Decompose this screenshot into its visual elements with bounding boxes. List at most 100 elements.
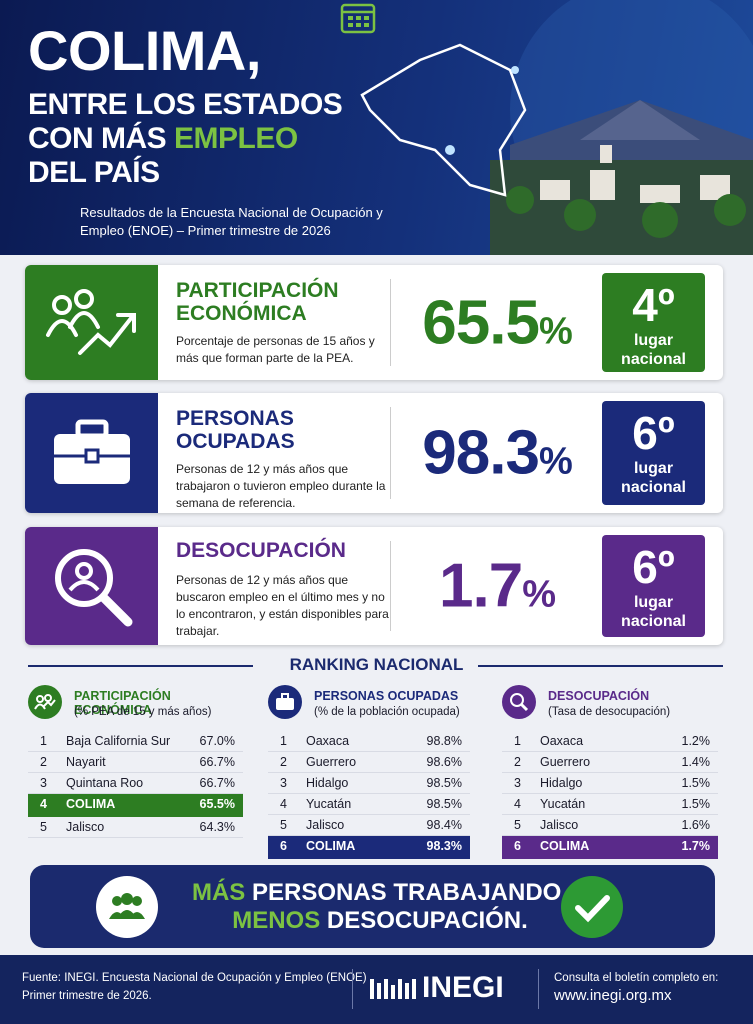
header-illustration: [360, 0, 753, 255]
banner-text-part: DESOCUPACIÓN.: [320, 907, 528, 934]
rank: 4º: [632, 279, 675, 331]
banner-text: MÁS PERSONAS TRABAJANDO, MENOS DESOCUPACI…: [180, 879, 580, 935]
unit: %: [522, 573, 556, 616]
rank: 2: [514, 755, 521, 769]
value: 98.5%: [426, 776, 462, 790]
table-title: PARTICIPACIÓN ECONÓMICA: [74, 689, 171, 717]
card-description: Personas de 12 y más años que buscaron e…: [176, 573, 389, 638]
value: 1.6%: [681, 818, 711, 832]
value: 1.7%: [681, 839, 711, 853]
rank: 1: [514, 734, 521, 748]
rank: 2: [40, 755, 47, 769]
state: Oaxaca: [540, 734, 584, 748]
rank: 6: [280, 839, 287, 853]
card-title-line: PERSONAS: [176, 407, 294, 430]
value: 64.3%: [199, 820, 235, 834]
value: 98.5%: [426, 797, 462, 811]
value: 1.7: [439, 551, 523, 621]
state: Baja California Sur: [66, 734, 171, 748]
value: 98.4%: [426, 818, 462, 832]
rank: 5: [280, 818, 287, 832]
card-title-line: PARTICIPACIÓN: [176, 279, 339, 302]
rank-box: 6º lugar nacional: [602, 535, 705, 637]
source: Fuente: INEGI. Encuesta Nacional de Ocup…: [22, 972, 367, 984]
state: Guerrero: [306, 755, 357, 769]
icon-block: [25, 393, 158, 513]
value: 1.5%: [681, 776, 711, 790]
table-header: PERSONAS OCUPADAS (% de la población ocup…: [268, 685, 470, 731]
table-subtitle: (Tasa de desocupación): [548, 706, 671, 718]
banner-text-part: PERSONAS TRABAJANDO,: [245, 879, 569, 906]
table-row: 6 COLIMA 98.3%: [268, 836, 470, 859]
state: COLIMA: [306, 839, 356, 853]
rank-label: lugar nacional: [621, 594, 686, 630]
link-label: Consulta el boletín completo en:: [554, 972, 719, 984]
table-icon: [28, 685, 62, 719]
divider: [390, 541, 391, 631]
rank: 5: [40, 820, 47, 834]
table-row: 4 Yucatán 98.5%: [268, 794, 470, 815]
rank: 4: [514, 797, 521, 811]
value: 65.5: [422, 288, 540, 357]
unit: %: [538, 440, 573, 483]
card-title: DESOCUPACIÓN: [176, 539, 346, 562]
icon-block: [25, 265, 158, 380]
value: 98.3%: [426, 839, 462, 853]
divider: [352, 969, 353, 1009]
rank: 6º: [632, 407, 675, 459]
header: COLIMA, ENTRE LOS ESTADOS CON MÁS EMPLEO…: [0, 0, 753, 255]
rank: 3: [280, 776, 287, 790]
value: 1.5%: [681, 797, 711, 811]
icon: [53, 419, 130, 484]
table-row: 4 Yucatán 1.5%: [502, 794, 718, 815]
state: Oaxaca: [306, 734, 350, 748]
state: Nayarit: [66, 755, 106, 769]
state: COLIMA: [66, 797, 116, 811]
table-row: 6 COLIMA 1.7%: [502, 836, 718, 859]
logo-mark: [370, 979, 416, 999]
table-header: DESOCUPACIÓN (Tasa de desocupación): [502, 685, 718, 731]
indicator-card: PERSONAS OCUPADAS Personas de 12 y más año…: [25, 393, 723, 513]
card-value: 1.7%: [395, 551, 600, 622]
state: COLIMA: [540, 839, 590, 853]
table-title: DESOCUPACIÓN: [548, 689, 650, 703]
banner: MÁS PERSONAS TRABAJANDO, MENOS DESOCUPACI…: [30, 865, 715, 948]
divider: [28, 665, 253, 667]
card-title-line: ECONÓMICA: [176, 302, 307, 325]
people-icon: [96, 876, 158, 938]
table-title: PERSONAS OCUPADAS: [314, 689, 459, 703]
rank: 6: [514, 839, 521, 853]
banner-highlight: MENOS: [232, 907, 321, 934]
value: 67.0%: [199, 734, 235, 748]
card-value: 65.5%: [395, 287, 600, 358]
table-row: 3 Hidalgo 98.5%: [268, 773, 470, 794]
title: COLIMA,: [28, 19, 261, 82]
ranking-table: DESOCUPACIÓN (Tasa de desocupación) 1 Oaxac…: [502, 685, 718, 859]
table-row: 2 Guerrero 1.4%: [502, 752, 718, 773]
rank: 4: [280, 797, 287, 811]
calendar-icon: [340, 3, 376, 34]
logo: INEGI: [422, 971, 504, 1004]
title: CON MÁS EMPLEO: [28, 122, 298, 156]
card-title-line: OCUPADAS: [176, 430, 295, 453]
divider: [538, 969, 539, 1009]
value: 98.8%: [426, 734, 462, 748]
title: ENTRE LOS ESTADOS: [28, 88, 343, 121]
card-title: PARTICIPACIÓN ECONÓMICA: [176, 279, 339, 325]
check-icon: [561, 876, 623, 938]
indicator-card: PARTICIPACIÓN ECONÓMICA Porcentaje de pers…: [25, 265, 723, 380]
value: 98.6%: [426, 755, 462, 769]
ranking-table: PARTICIPACIÓN ECONÓMICA (% PEA de 15 y má…: [28, 685, 243, 838]
value: 1.4%: [681, 755, 711, 769]
table-row: 4 COLIMA 65.5%: [28, 794, 243, 817]
table-row: 1 Oaxaca 98.8%: [268, 731, 470, 752]
value: 66.7%: [199, 776, 235, 790]
unit: %: [538, 310, 573, 352]
link[interactable]: www.inegi.org.mx: [554, 987, 672, 1004]
state: Jalisco: [306, 818, 345, 832]
value: 65.5%: [199, 797, 235, 811]
table-icon: [268, 685, 302, 719]
title-highlight: EMPLEO: [174, 122, 298, 155]
card-value: 98.3%: [395, 418, 600, 489]
